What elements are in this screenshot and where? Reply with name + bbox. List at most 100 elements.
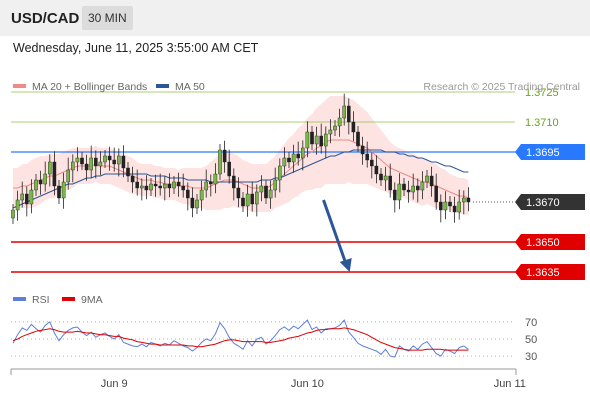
candle-down xyxy=(466,197,471,203)
candle-up xyxy=(305,131,310,149)
candle-up xyxy=(66,169,70,183)
candle xyxy=(66,157,70,190)
candle-up xyxy=(61,181,66,199)
candle xyxy=(402,178,406,196)
candle xyxy=(29,179,34,214)
candle-up xyxy=(328,129,333,135)
candle xyxy=(406,180,411,203)
level-tag-1.3670: 1.3670 xyxy=(515,194,585,210)
candle-up xyxy=(75,157,80,163)
candle xyxy=(356,126,360,152)
candle xyxy=(241,192,245,212)
legend-label: MA 50 xyxy=(175,81,205,93)
candle xyxy=(245,184,250,217)
candle xyxy=(43,161,47,192)
candle xyxy=(462,190,466,215)
candle xyxy=(388,163,393,198)
candle-down xyxy=(208,181,213,185)
candle xyxy=(126,162,130,182)
candle xyxy=(434,173,439,210)
candle-up xyxy=(420,181,425,191)
candle xyxy=(374,155,379,184)
candle xyxy=(347,98,351,135)
candle-up xyxy=(245,193,250,207)
level-tag-bg xyxy=(515,144,585,160)
candle-up xyxy=(43,173,47,185)
candle-up xyxy=(98,161,103,167)
candle-up xyxy=(149,183,153,191)
candle xyxy=(365,141,370,168)
candle-up xyxy=(282,157,287,167)
candle xyxy=(48,154,52,187)
candle xyxy=(324,126,328,159)
candle-down xyxy=(264,185,268,199)
candle-down xyxy=(158,185,163,189)
candle-up xyxy=(457,201,462,213)
candle xyxy=(268,180,273,209)
candle-down xyxy=(231,175,236,189)
level-tag-bg xyxy=(515,264,585,280)
candle-down xyxy=(296,153,301,159)
rsi-legend-label: RSI xyxy=(32,294,50,306)
candle-up xyxy=(20,193,25,201)
candle-down xyxy=(130,175,135,183)
candle xyxy=(452,196,457,223)
candle xyxy=(25,186,29,217)
candle-up xyxy=(139,185,144,189)
candle xyxy=(393,182,397,213)
instrument-title: USD/CAD xyxy=(11,10,80,27)
candle-down xyxy=(393,189,397,201)
candle xyxy=(162,176,167,201)
candle-down xyxy=(406,189,411,193)
candle xyxy=(135,169,140,196)
candle xyxy=(439,194,443,223)
candle xyxy=(379,168,383,186)
candle-down xyxy=(176,181,181,187)
candle xyxy=(301,140,305,171)
candle xyxy=(121,145,126,178)
candle xyxy=(153,174,158,197)
candle-down xyxy=(356,131,360,147)
candle xyxy=(213,163,218,194)
candle xyxy=(319,123,324,154)
level-tag-1.3635: 1.3635 xyxy=(515,264,585,280)
candle-down xyxy=(190,197,195,209)
candle xyxy=(429,166,434,197)
candle-up xyxy=(314,135,319,145)
level-label-1.3635: 1.3635 xyxy=(526,267,560,279)
candle-down xyxy=(80,157,84,165)
candle-down xyxy=(347,105,351,123)
candle xyxy=(199,180,204,211)
candle-down xyxy=(181,185,186,191)
candle-up xyxy=(70,161,75,171)
level-label-1.3695: 1.3695 xyxy=(526,147,560,159)
candle-up xyxy=(443,201,448,211)
rsi-ma-line xyxy=(12,327,469,351)
candle xyxy=(70,154,75,183)
level-tag-1.3695: 1.3695 xyxy=(515,144,585,160)
candle-up xyxy=(199,189,204,201)
candle xyxy=(139,178,144,201)
candle-up xyxy=(254,191,259,205)
candle-down xyxy=(38,179,43,185)
interval-button[interactable]: 30 MIN xyxy=(82,6,133,30)
candle-up xyxy=(172,181,176,189)
candle-up xyxy=(411,185,416,193)
legend-swatch xyxy=(156,84,169,88)
x-tick-label: Jun 10 xyxy=(291,378,324,390)
candle xyxy=(144,175,149,200)
candle-up xyxy=(333,125,337,131)
candle-up xyxy=(116,155,121,165)
candle xyxy=(222,140,227,173)
candle xyxy=(296,141,301,166)
level-label-1.3670: 1.3670 xyxy=(526,197,560,209)
candle-down xyxy=(374,165,379,175)
candle-down xyxy=(370,159,374,167)
candle xyxy=(351,111,356,142)
candle xyxy=(466,187,471,212)
candle xyxy=(328,119,333,144)
candle xyxy=(310,126,314,150)
x-tick-label: Jun 11 xyxy=(494,378,526,390)
candle xyxy=(15,190,20,221)
candle xyxy=(93,150,98,179)
